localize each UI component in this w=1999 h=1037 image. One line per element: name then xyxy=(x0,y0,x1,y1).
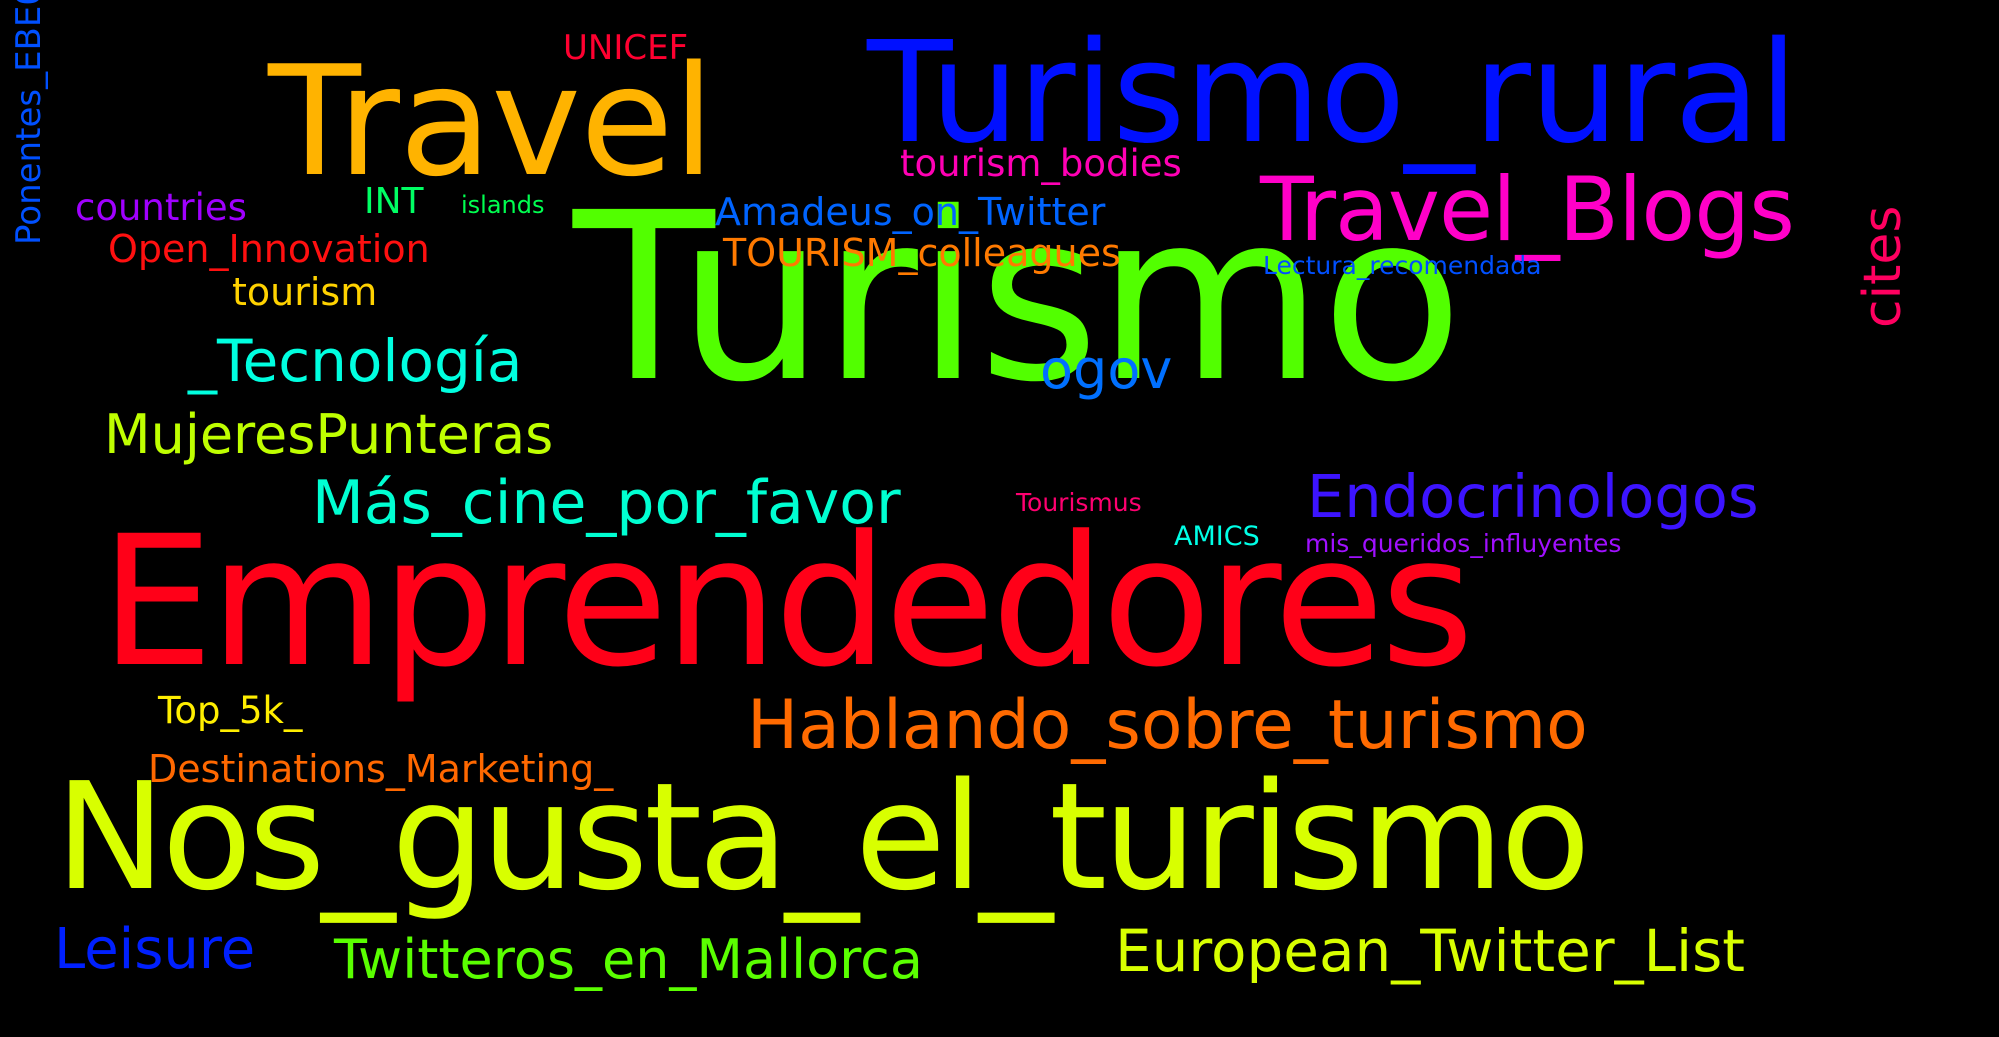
word-amadeus-on-twitter: Amadeus_on_Twitter xyxy=(715,190,1106,234)
word-ponentes-ebe09: Ponentes_EBE09 xyxy=(9,0,49,245)
word-amics: AMICS xyxy=(1174,521,1260,552)
word-emprendedores: Emprendedores xyxy=(100,498,1474,707)
word-turismo: Turismo xyxy=(573,163,1463,433)
word-open-innovation: Open_Innovation xyxy=(108,227,430,271)
word-mujerespunteras: MujeresPunteras xyxy=(104,403,554,466)
word-islands: islands xyxy=(461,191,545,219)
word-travel: Travel xyxy=(268,33,715,210)
word-tourism-colleagues: TOURISM_colleagues xyxy=(723,231,1121,275)
word-tourism-bodies: tourism_bodies xyxy=(900,142,1182,185)
word-leisure: Leisure xyxy=(54,917,256,982)
word-nos-gusta-el-turismo: Nos_gusta_el_turismo xyxy=(55,751,1591,923)
word-ogov: ogov xyxy=(1040,338,1173,401)
word-tecnologia: _Tecnología xyxy=(188,327,523,395)
word-countries: countries xyxy=(75,186,247,229)
word-tourismus: Tourismus xyxy=(1016,488,1142,517)
word-european-twitter-list: European_Twitter_List xyxy=(1115,917,1746,985)
word-endocrinologos: Endocrinologos xyxy=(1307,462,1759,531)
word-hablando-sobre-turismo: Hablando_sobre_turismo xyxy=(747,686,1588,765)
word-tourism: tourism xyxy=(232,270,378,314)
word-turismo-rural: Turismo_rural xyxy=(867,12,1798,175)
word-lectura-recomendada: Lectura_recomendada xyxy=(1263,251,1542,280)
word-mis-queridos-influyentes: mis_queridos_influyentes xyxy=(1305,529,1622,558)
word-mas-cine-por-favor: Más_cine_por_favor xyxy=(312,468,901,538)
word-twitteros-en-mallorca: Twitteros_en_Mallorca xyxy=(334,928,923,991)
word-top-5k: Top_5k_ xyxy=(158,689,303,732)
word-destinations-marketing: Destinations_Marketing_ xyxy=(148,747,614,791)
word-travel-blogs: Travel_Blogs xyxy=(1260,158,1795,261)
word-cites: cites xyxy=(1853,205,1913,328)
word-unicef: UNICEF xyxy=(563,28,689,68)
word-int: INT xyxy=(364,181,424,222)
